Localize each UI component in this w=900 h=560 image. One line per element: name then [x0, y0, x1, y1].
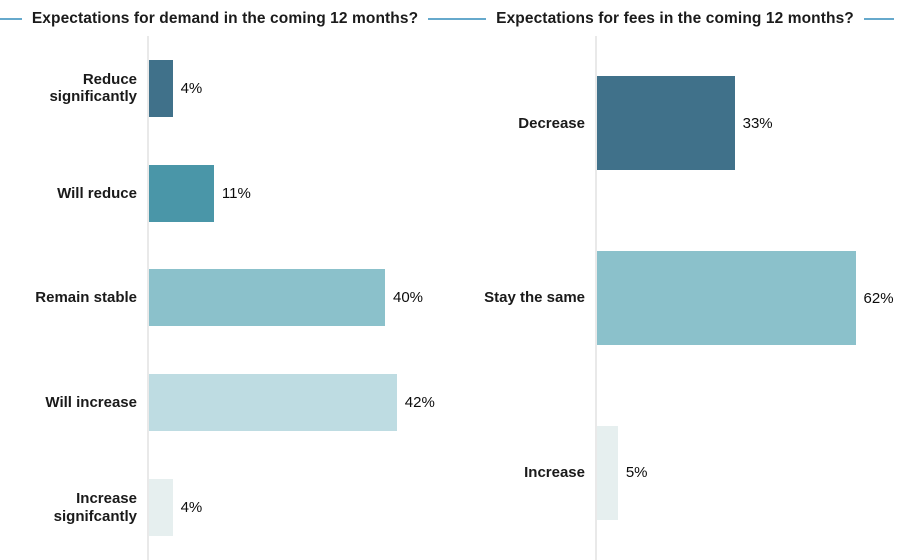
bar-area: 33% — [595, 36, 900, 211]
chart-demand: Expectations for demand in the coming 12… — [0, 0, 459, 560]
value-label: 4% — [180, 79, 203, 97]
title-rule-right — [863, 18, 894, 20]
bar — [149, 164, 214, 222]
category-label: Remain stable — [35, 289, 137, 307]
title-rule-right — [428, 18, 459, 20]
fees-title-row: Expectations for fees in the coming 12 m… — [450, 0, 900, 36]
value-label: 40% — [393, 289, 424, 307]
bar-area: 42% — [147, 350, 450, 456]
bar-row: Will reduce 11% — [0, 140, 450, 246]
bar — [149, 269, 385, 327]
bar-area: 4% — [147, 36, 450, 141]
category-label: Will increase — [45, 394, 137, 412]
value-label: 11% — [221, 184, 251, 202]
category-label: Increase signifcantly — [53, 490, 137, 525]
bar — [597, 425, 618, 520]
bar — [149, 59, 173, 117]
bar-area: 5% — [595, 385, 900, 560]
bar-area: 4% — [147, 455, 450, 560]
fees-chart-title: Expectations for fees in the coming 12 m… — [496, 10, 854, 27]
bar — [597, 76, 735, 171]
bar-area: 62% — [595, 210, 900, 386]
value-label: 5% — [625, 464, 648, 482]
value-label: 62% — [863, 289, 894, 307]
bar-row: Reduce significantly 4% — [0, 36, 450, 141]
value-label: 4% — [180, 499, 203, 517]
bar-row: Increase signifcantly 4% — [0, 455, 450, 560]
bar — [597, 251, 856, 345]
bar — [149, 374, 397, 432]
bar-area: 40% — [147, 245, 450, 351]
bar-row: Decrease 33% — [450, 36, 900, 211]
bar-row: Stay the same 62% — [450, 210, 900, 386]
title-rule-left — [0, 18, 22, 20]
bar-row: Will increase 42% — [0, 350, 450, 456]
value-label: 33% — [742, 114, 773, 132]
bar-row: Remain stable 40% — [0, 245, 450, 351]
bar-area: 11% — [147, 140, 450, 246]
demand-title-row: Expectations for demand in the coming 12… — [0, 0, 459, 36]
demand-chart-title: Expectations for demand in the coming 12… — [31, 10, 419, 27]
category-label: Decrease — [518, 114, 585, 132]
chart-fees: Expectations for fees in the coming 12 m… — [450, 0, 900, 560]
category-label: Will reduce — [57, 184, 137, 202]
category-label: Increase — [524, 464, 585, 482]
category-label: Stay the same — [484, 289, 585, 307]
fees-plot: Decrease 33% Stay the same 62% Increase 5% — [450, 36, 900, 560]
category-label: Reduce significantly — [49, 71, 137, 106]
title-rule-left — [456, 18, 487, 20]
value-label: 42% — [404, 394, 435, 412]
bar — [149, 479, 173, 537]
demand-plot: Reduce significantly 4% Will reduce 11% Rema… — [0, 36, 450, 560]
bar-row: Increase 5% — [450, 385, 900, 560]
